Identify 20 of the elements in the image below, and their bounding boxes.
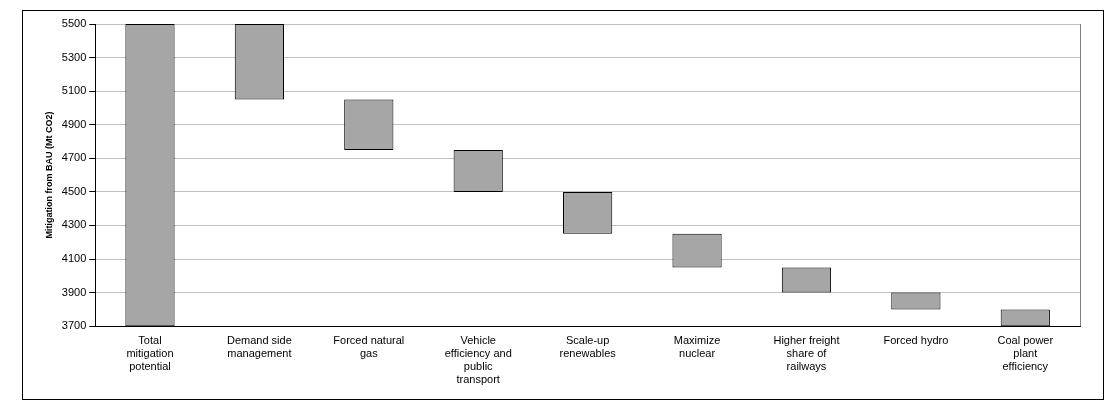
x-tick-label: Forced natural gas [333,333,405,360]
x-tick-label: Higher freight share of railways [773,333,840,373]
y-tick-label: 4500 [61,184,87,197]
x-tick-label: Scale-up renewables [559,333,617,360]
x-tick-label: Forced hydro [883,333,949,346]
x-tick-label: Demand side management [226,333,292,360]
y-tick-label: 4100 [61,252,87,265]
x-tick-label: Total mitigation potential [126,333,174,373]
y-tick-label: 4900 [61,117,87,130]
y-tick-label: 5100 [61,84,87,97]
x-tick-label: Maximize nuclear [673,333,721,360]
y-tick-label: 3700 [61,319,87,332]
y-tick-label: 4700 [61,151,87,164]
x-tick-label: Vehicle efficiency and public transport [444,333,512,386]
y-tick-label: 5300 [61,50,87,63]
y-tick-label: 4300 [61,218,87,231]
y-tick-label: 3900 [61,285,87,298]
y-tick-label: 5500 [61,17,87,30]
y-axis-title: Mitigation from BAU (Mt CO2) [43,111,54,239]
x-tick-label: Coal power plant efficiency [997,333,1054,373]
